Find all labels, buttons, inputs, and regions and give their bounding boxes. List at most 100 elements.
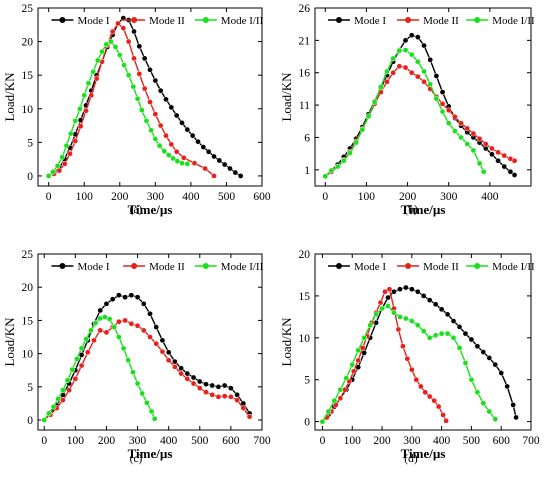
data-point bbox=[78, 362, 85, 369]
data-point bbox=[237, 173, 244, 179]
data-point bbox=[355, 347, 362, 354]
data-point bbox=[384, 68, 390, 75]
data-point bbox=[196, 385, 203, 392]
data-point bbox=[148, 408, 155, 415]
data-point bbox=[159, 348, 166, 355]
legend-marker bbox=[405, 17, 412, 23]
legend-marker bbox=[59, 263, 66, 269]
data-point bbox=[232, 169, 239, 176]
data-point bbox=[408, 32, 415, 39]
data-point bbox=[152, 111, 159, 117]
data-point bbox=[359, 126, 366, 133]
data-point bbox=[435, 403, 442, 410]
plot-frame bbox=[37, 253, 263, 431]
y-tick-label: 20 bbox=[22, 37, 34, 49]
data-point bbox=[120, 25, 127, 32]
data-point bbox=[355, 357, 362, 364]
data-point bbox=[452, 113, 458, 120]
legend-entry: Mode I/II bbox=[466, 261, 535, 273]
x-axis-title: Time/µs bbox=[128, 446, 173, 461]
data-point bbox=[125, 357, 132, 364]
data-point bbox=[445, 120, 452, 127]
panel-label: (b) bbox=[404, 204, 418, 216]
legend-marker bbox=[202, 263, 209, 269]
data-point bbox=[91, 337, 97, 344]
data-point bbox=[408, 51, 415, 58]
data-point bbox=[60, 397, 66, 403]
data-point bbox=[377, 84, 384, 90]
data-point bbox=[152, 136, 159, 142]
data-point bbox=[216, 157, 223, 164]
x-axis-title: Time/µs bbox=[401, 202, 446, 217]
legend-entry: Mode I/II bbox=[466, 15, 535, 27]
data-point bbox=[97, 307, 104, 314]
y-tick-label: 6 bbox=[304, 132, 310, 144]
panel-label: (c) bbox=[130, 453, 143, 465]
legend-marker bbox=[405, 263, 412, 269]
x-tick-label: 300 bbox=[129, 435, 147, 447]
data-point bbox=[147, 310, 153, 317]
legend-entry: Mode I bbox=[51, 261, 110, 273]
chart-panel-2: 0 100 200 300 400 500 600 700 0 5 10 15 20 25 Time/µs L… bbox=[2, 249, 271, 465]
data-point bbox=[128, 320, 135, 327]
data-point bbox=[474, 343, 481, 350]
data-point bbox=[46, 410, 52, 417]
data-point bbox=[507, 168, 514, 175]
data-point bbox=[83, 336, 90, 342]
data-point bbox=[420, 293, 427, 299]
y-tick-label: 10 bbox=[22, 104, 34, 116]
data-point bbox=[83, 107, 89, 114]
data-point bbox=[470, 130, 477, 137]
data-point bbox=[59, 154, 66, 160]
data-point bbox=[337, 395, 344, 402]
data-point bbox=[340, 157, 347, 164]
data-point bbox=[402, 37, 409, 44]
data-point bbox=[112, 44, 119, 50]
data-point bbox=[61, 160, 68, 167]
data-point bbox=[120, 345, 127, 352]
data-point bbox=[134, 380, 141, 387]
legend-label: Mode I bbox=[354, 15, 386, 27]
data-point bbox=[426, 297, 433, 303]
data-point bbox=[144, 399, 150, 406]
data-point bbox=[391, 309, 397, 316]
data-point bbox=[417, 383, 424, 390]
x-tick-label: 200 bbox=[111, 191, 129, 203]
data-point bbox=[462, 330, 469, 337]
data-point bbox=[41, 417, 48, 423]
data-point bbox=[153, 340, 160, 347]
data-point bbox=[413, 376, 420, 383]
data-point bbox=[402, 64, 409, 71]
data-point bbox=[415, 58, 421, 65]
data-point bbox=[211, 173, 217, 179]
data-point bbox=[174, 158, 181, 164]
data-point bbox=[130, 83, 137, 90]
data-point bbox=[115, 20, 121, 27]
y-tick-label: 5 bbox=[27, 382, 33, 394]
data-point bbox=[168, 141, 175, 148]
legend-label: Mode I/II bbox=[492, 15, 535, 27]
legend-marker bbox=[335, 263, 342, 269]
data-point bbox=[77, 105, 83, 112]
x-tick-label: 400 bbox=[481, 191, 499, 203]
legend-marker bbox=[335, 17, 342, 23]
data-point bbox=[148, 127, 154, 134]
data-point bbox=[93, 75, 100, 82]
data-point bbox=[92, 320, 99, 326]
data-point bbox=[353, 139, 359, 146]
data-point bbox=[422, 389, 429, 396]
data-point bbox=[84, 349, 91, 356]
data-point bbox=[456, 345, 463, 351]
data-point bbox=[136, 43, 143, 50]
legend-marker bbox=[59, 17, 66, 23]
data-point bbox=[147, 334, 153, 340]
data-point bbox=[172, 364, 178, 370]
series-line-mode-i bbox=[48, 17, 242, 177]
data-point bbox=[468, 376, 475, 383]
data-point bbox=[143, 117, 150, 124]
data-point bbox=[350, 368, 357, 375]
data-point bbox=[396, 63, 403, 70]
data-point bbox=[501, 163, 508, 170]
data-point bbox=[227, 165, 233, 172]
data-point bbox=[450, 334, 457, 341]
